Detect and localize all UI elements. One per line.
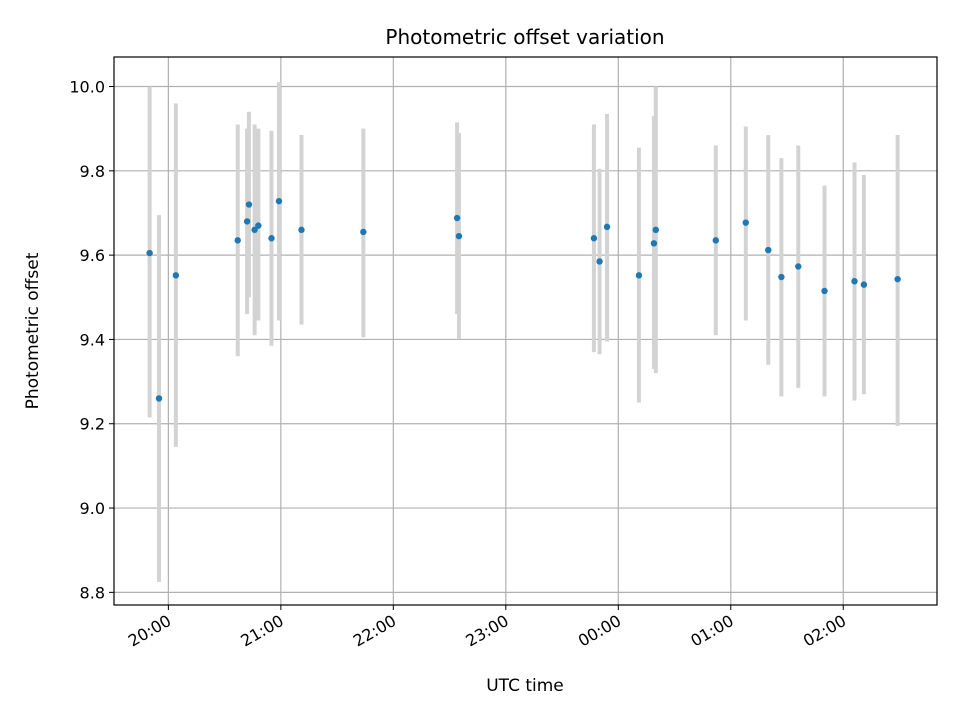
x-tick-label: 21:00: [237, 611, 286, 651]
y-tick-label: 9.8: [80, 162, 105, 181]
data-point: [596, 258, 603, 265]
y-tick-label: 9.6: [80, 246, 105, 265]
x-tick-label: 23:00: [462, 611, 511, 651]
data-point: [652, 226, 659, 234]
data-point: [455, 232, 463, 240]
data-point: [894, 275, 901, 283]
x-axis-label: UTC time: [486, 676, 564, 696]
data-point: [603, 223, 611, 231]
x-axis-ticks: 20:00 21:00 22:00 23:00 00:00 01:00 02:00: [125, 605, 849, 651]
data-point: [712, 237, 719, 244]
data-point: [778, 273, 785, 281]
data-point: [795, 263, 802, 270]
x-tick-label: 01:00: [687, 611, 736, 651]
data-point: [298, 226, 305, 234]
y-axis-ticks: 8.8 9.0 9.2 9.4 9.6 9.8 10.0: [69, 78, 114, 602]
x-tick-label: 02:00: [800, 611, 849, 651]
y-tick-label: 9.0: [80, 499, 105, 518]
data-point: [255, 222, 262, 229]
data-point: [360, 228, 367, 236]
data-point: [234, 237, 241, 244]
data-points: [146, 197, 901, 402]
data-point: [172, 272, 180, 279]
data-point: [635, 272, 643, 279]
data-point: [268, 235, 275, 242]
data-point: [245, 201, 253, 208]
data-point: [453, 214, 461, 222]
data-point: [860, 281, 868, 288]
y-axis-label: Photometric offset: [23, 252, 43, 409]
y-tick-label: 8.8: [80, 583, 105, 602]
chart-title: Photometric offset variation: [385, 25, 664, 49]
data-point: [851, 278, 858, 285]
x-tick-label: 20:00: [125, 611, 174, 651]
data-point: [243, 218, 251, 225]
data-point: [155, 395, 163, 402]
x-tick-label: 22:00: [350, 611, 399, 651]
data-point: [742, 219, 749, 226]
x-tick-label: 00:00: [575, 611, 624, 651]
y-tick-label: 9.2: [80, 415, 105, 434]
data-point: [650, 240, 658, 247]
data-point: [146, 249, 153, 257]
data-point: [765, 246, 772, 254]
y-tick-label: 9.4: [80, 330, 105, 349]
plot-frame: [113, 56, 938, 606]
data-point: [275, 197, 283, 205]
y-tick-label: 10.0: [69, 78, 105, 97]
data-point: [251, 226, 258, 234]
data-point: [821, 287, 828, 295]
error-bars: [147, 82, 900, 582]
data-point: [590, 235, 598, 242]
